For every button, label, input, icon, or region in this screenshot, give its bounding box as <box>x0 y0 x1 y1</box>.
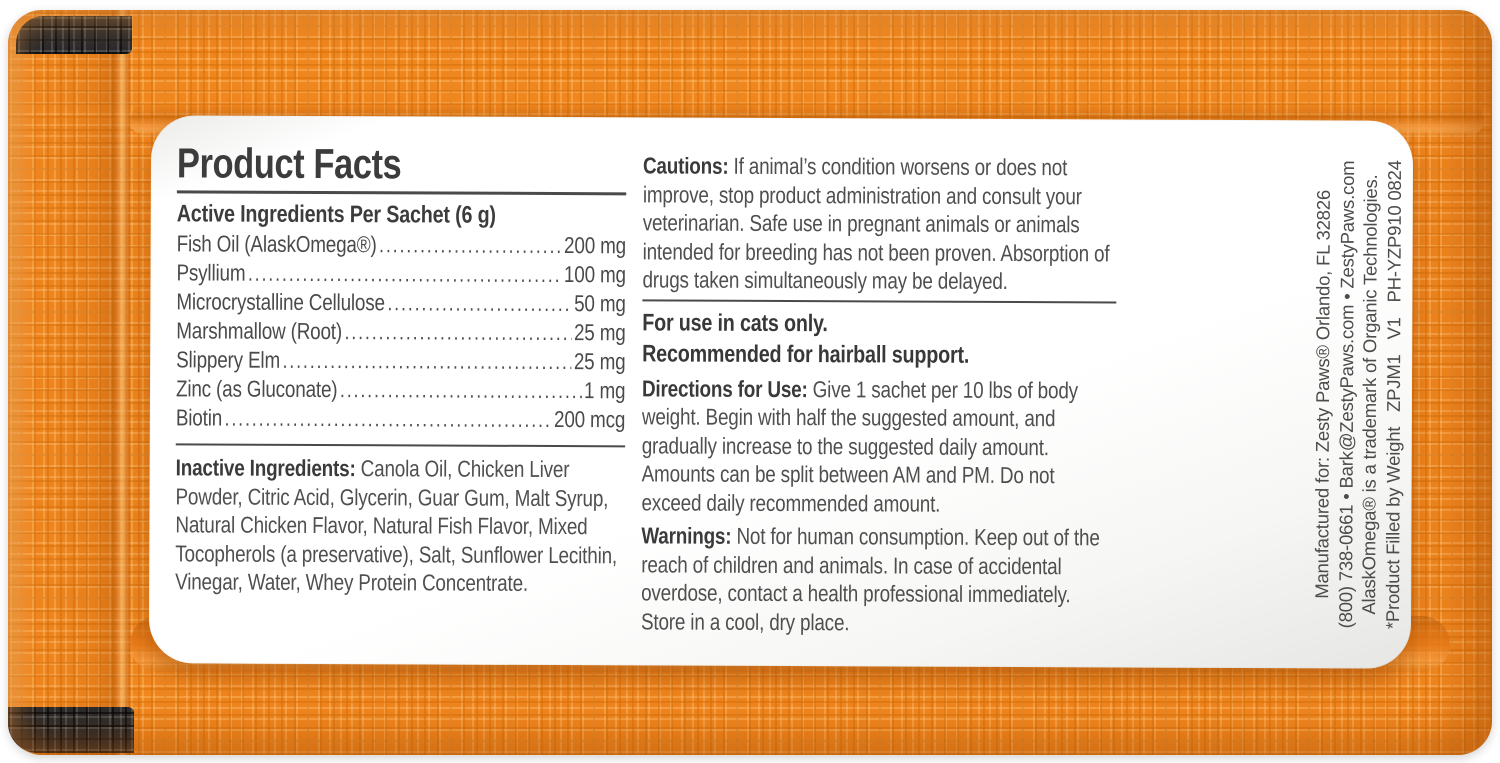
active-ingredients-heading: Active Ingredients Per Sachet (6 g) <box>176 200 496 229</box>
recommended-line: Recommended for hairball support. <box>642 339 970 369</box>
inactive-ingredients-label: Inactive Ingredients: <box>175 454 356 482</box>
ingredient-amount: 25 mg <box>573 319 626 346</box>
ingredient-row: Biotin 200 mcg <box>176 403 625 434</box>
for-use-line: For use in cats only. <box>642 308 828 337</box>
product-facts-title: Product Facts <box>176 139 402 188</box>
dot-leader <box>344 317 571 347</box>
ingredient-name: Slippery Elm <box>176 346 281 373</box>
dot-leader <box>282 346 571 376</box>
inactive-ingredients: Inactive Ingredients: Canola Oil, Chicke… <box>175 453 625 597</box>
ingredient-name: Marshmallow (Root) <box>176 317 343 345</box>
left-column: Product Facts Active Ingredients Per Sac… <box>175 139 627 597</box>
dot-leader <box>379 230 562 260</box>
warnings: Warnings: Not for human consumption. Kee… <box>641 521 1115 637</box>
contact-line: (800) 738-0661 • Bark@ZestyPaws.com • Ze… <box>1334 160 1358 629</box>
tear-notch-top <box>16 16 132 54</box>
sachet-left-seal <box>8 10 130 755</box>
lot-code-line: *Product Filled by Weight ZPJM1 V1 PH-YZ… <box>1381 160 1405 630</box>
ingredient-name: Zinc (as Gluconate) <box>175 375 338 403</box>
ingredients-divider <box>175 443 626 448</box>
ingredient-name: Psyllium <box>176 259 246 286</box>
ingredient-row: Fish Oil (AlaskOmega®) 200 mg <box>177 229 626 260</box>
ingredient-row: Marshmallow (Root) 25 mg <box>176 316 625 347</box>
ingredient-name: Biotin <box>175 404 223 431</box>
product-facts-label: Product Facts Active Ingredients Per Sac… <box>148 115 1414 669</box>
directions: Directions for Use: Give 1 sachet per 10… <box>641 374 1116 519</box>
trademark-line: AlaskOmega® is a trademark of Organic Te… <box>1358 174 1381 615</box>
ingredient-row: Slippery Elm 25 mg <box>176 345 625 376</box>
ingredient-amount: 200 mg <box>564 232 627 259</box>
title-divider <box>176 190 627 196</box>
ingredient-name: Fish Oil (AlaskOmega®) <box>176 230 377 258</box>
ingredient-amount: 1 mg <box>584 377 626 404</box>
ingredient-amount: 25 mg <box>573 348 626 375</box>
ingredient-amount: 200 mcg <box>553 406 626 433</box>
warnings-label: Warnings: <box>641 522 732 549</box>
ingredient-name: Microcrystalline Cellulose <box>176 288 385 316</box>
cautions-divider <box>642 298 1117 303</box>
cautions: Cautions: If animal’s condition worsens … <box>642 151 1117 296</box>
tear-notch-bottom <box>8 707 134 753</box>
cautions-label: Cautions: <box>642 152 729 179</box>
manufacturer-info: Manufactured for: Zesty Paws® Orlando, F… <box>1310 114 1412 674</box>
ingredient-amount: 100 mg <box>563 261 626 288</box>
dot-leader <box>248 259 562 289</box>
right-column: Cautions: If animal’s condition worsens … <box>641 151 1117 637</box>
dot-leader <box>387 288 571 318</box>
ingredient-amount: 50 mg <box>574 290 626 317</box>
ingredient-row: Microcrystalline Cellulose 50 mg <box>176 287 625 318</box>
dot-leader <box>224 404 551 434</box>
directions-label: Directions for Use: <box>641 374 808 402</box>
manufacturer-line: Manufactured for: Zesty Paws® Orlando, F… <box>1311 189 1334 599</box>
dot-leader <box>340 375 582 405</box>
supplement-sachet: Product Facts Active Ingredients Per Sac… <box>8 10 1492 755</box>
ingredient-row: Psyllium 100 mg <box>176 258 625 289</box>
ingredient-row: Zinc (as Gluconate) 1 mg <box>176 374 625 405</box>
